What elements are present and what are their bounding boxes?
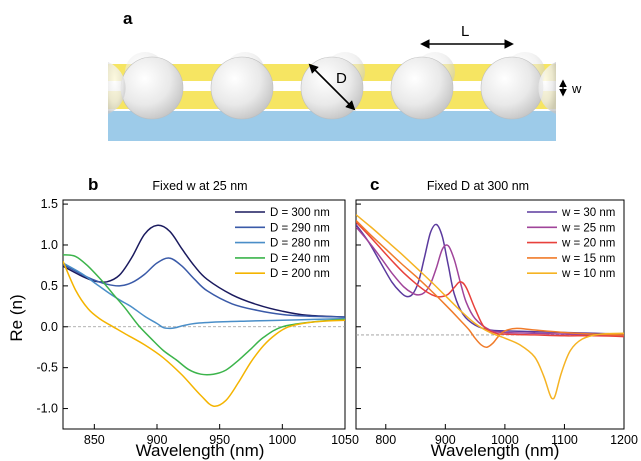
legend-label-b-2: D = 280 nm: [270, 238, 330, 250]
panel-label-b: b: [88, 175, 98, 194]
x-tick-label-b: 900: [147, 433, 168, 447]
series-line-c-0: [356, 223, 624, 335]
y-tick-label-b: 0.0: [41, 320, 58, 334]
series-line-c-4: [356, 214, 624, 400]
x-tick-label-c: 800: [375, 433, 396, 447]
chart-title-c: Fixed D at 300 nm: [427, 179, 529, 193]
x-tick-label-c: 1200: [610, 433, 638, 447]
plot-frame-c: [355, 199, 625, 430]
length-label: L: [461, 23, 469, 40]
series-line-b-2: [63, 262, 345, 330]
legend-label-c-2: w = 20 nm: [561, 238, 615, 250]
series-line-c-2: [356, 221, 624, 338]
chart-panel-b: b Fixed w at 25 nm Wavelength (nm) Re (n…: [7, 175, 359, 460]
edge-sphere-left: [108, 62, 126, 114]
y-tick-label-b: -0.5: [36, 361, 58, 375]
legend-label-b-3: D = 240 nm: [270, 253, 330, 265]
schematic: a D L w: [108, 9, 582, 141]
edge-sphere-right: [538, 62, 556, 114]
x-tick-label-c: 1000: [491, 433, 519, 447]
x-tick-label-b: 1000: [268, 433, 296, 447]
x-axis-title-b: Wavelength (nm): [136, 441, 265, 460]
thickness-label: w: [571, 81, 582, 96]
y-axis-title-b: Re (n): [7, 294, 26, 341]
legend-label-c-3: w = 15 nm: [561, 253, 615, 265]
sphere: [480, 56, 544, 120]
series-line-b-1: [63, 257, 345, 318]
sphere: [120, 56, 184, 120]
series-line-c-1: [356, 226, 624, 337]
legend-label-c-4: w = 10 nm: [561, 268, 615, 280]
panel-label-c: c: [370, 175, 379, 194]
diameter-label: D: [336, 70, 347, 87]
legend-label-b-1: D = 290 nm: [270, 222, 330, 234]
plot-frame-b: [62, 199, 346, 430]
legend-label-b-0: D = 300 nm: [270, 207, 330, 219]
x-tick-label-c: 1100: [551, 433, 578, 447]
y-tick-label-b: 1.0: [41, 238, 58, 252]
x-tick-label-b: 950: [209, 433, 230, 447]
y-tick-label-b: -1.0: [36, 402, 58, 416]
panel-label-a: a: [123, 9, 133, 28]
legend-label-c-0: w = 30 nm: [561, 207, 615, 219]
y-tick-label-b: 1.5: [41, 197, 58, 211]
diameter-arrow: [308, 63, 356, 111]
legend-label-b-4: D = 200 nm: [270, 268, 330, 280]
y-tick-label-b: 0.5: [41, 279, 58, 293]
chart-title-b: Fixed w at 25 nm: [152, 179, 247, 193]
series-line-c-3: [356, 219, 624, 348]
series-line-b-3: [63, 254, 345, 376]
sphere: [210, 56, 274, 120]
x-axis-title-c: Wavelength (nm): [431, 441, 560, 460]
series-line-b-4: [63, 260, 345, 407]
x-tick-label-b: 1050: [331, 433, 359, 447]
x-tick-label-b: 850: [84, 433, 105, 447]
x-tick-label-c: 900: [435, 433, 456, 447]
sphere: [390, 56, 454, 120]
chart-panel-c: c Fixed D at 300 nm Wavelength (nm) 800 9…: [355, 175, 638, 460]
legend-label-c-1: w = 25 nm: [561, 222, 615, 234]
